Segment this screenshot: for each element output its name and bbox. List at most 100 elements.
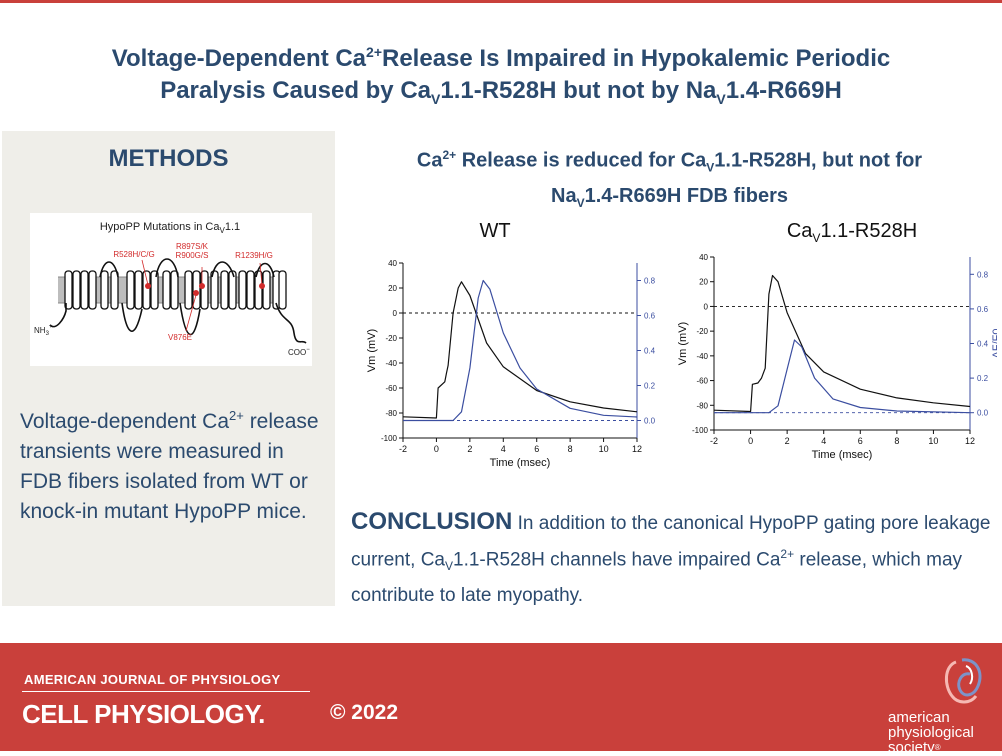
y-tick-label: -100 bbox=[692, 426, 709, 435]
journal-divider bbox=[22, 691, 310, 692]
x-tick-label: 12 bbox=[965, 436, 975, 446]
y2-tick-label: 0.6 bbox=[644, 312, 655, 321]
mutation-label-r528: R528H/C/G bbox=[113, 250, 154, 259]
helix-segment bbox=[150, 270, 159, 310]
conclusion-heading: CONCLUSION bbox=[351, 508, 513, 535]
cav11-mutation-schematic: HypoPP Mutations in CaV1.1 R528H/C/G R89… bbox=[30, 213, 312, 366]
y2-tick-label: 0.2 bbox=[644, 382, 655, 391]
y2-tick-label: 0.4 bbox=[977, 340, 989, 349]
n-terminus-label: NH3+ bbox=[34, 324, 53, 337]
helix-segment bbox=[72, 270, 81, 310]
y-tick-label: 40 bbox=[388, 259, 397, 268]
helix-segment bbox=[200, 270, 209, 310]
helix-segment bbox=[80, 270, 89, 310]
y-tick-label: -80 bbox=[696, 401, 708, 410]
helix-segment bbox=[162, 270, 171, 310]
y-tick-label: 40 bbox=[699, 253, 708, 262]
page-title: Voltage-Dependent Ca2+Release Is Impaire… bbox=[111, 44, 891, 107]
y-tick-label: 20 bbox=[699, 278, 708, 287]
y-tick-label: -20 bbox=[385, 334, 397, 343]
helix-segment bbox=[100, 270, 109, 310]
y2-tick-label: 0.6 bbox=[977, 305, 989, 314]
helix-segment bbox=[210, 270, 219, 310]
x-axis-label: Time (msec) bbox=[812, 449, 873, 461]
y-tick-label: -40 bbox=[385, 359, 397, 368]
conclusion-text: CONCLUSION In addition to the canonical … bbox=[351, 508, 991, 607]
y2-axis-label: ΔF/F0 bbox=[991, 329, 997, 359]
helix-segment bbox=[184, 270, 193, 310]
y2-tick-label: 0.8 bbox=[644, 277, 655, 286]
voltage-trace bbox=[402, 281, 638, 419]
methods-description: Voltage-dependent Ca2+ release transient… bbox=[20, 408, 319, 523]
top-accent-line bbox=[0, 0, 1002, 3]
helix-segment bbox=[64, 270, 73, 310]
mutation-label-r1239: R1239H/G bbox=[235, 251, 273, 260]
x-tick-label: 4 bbox=[821, 436, 826, 446]
x-tick-label: 2 bbox=[785, 436, 790, 446]
x-tick-label: 6 bbox=[858, 436, 863, 446]
methods-panel: METHODS HypoPP Mutations in CaV1.1 R528 bbox=[2, 131, 335, 606]
y2-tick-label: 0.8 bbox=[977, 270, 989, 279]
transmembrane-helices bbox=[64, 270, 287, 310]
schematic-title: HypoPP Mutations in CaV1.1 bbox=[100, 221, 240, 235]
y-axis-label: Vm (mV) bbox=[366, 329, 378, 372]
x-tick-label: 10 bbox=[599, 444, 609, 454]
y2-tick-label: 0.4 bbox=[644, 347, 655, 356]
helix-segment bbox=[220, 270, 229, 310]
y-tick-label: -20 bbox=[696, 327, 708, 336]
fluorescence-trace bbox=[403, 279, 638, 422]
footer-banner: AMERICAN JOURNAL OF PHYSIOLOGY CELL PHYS… bbox=[0, 643, 1002, 755]
mutation-site-r1239 bbox=[259, 283, 265, 289]
y2-tick-label: 0.0 bbox=[644, 417, 655, 426]
x-tick-label: -2 bbox=[399, 444, 407, 454]
mutation-label-v876: V876E bbox=[168, 333, 192, 342]
helix-segment bbox=[126, 270, 135, 310]
x-tick-label: 8 bbox=[568, 444, 573, 454]
x-tick-label: 4 bbox=[501, 444, 506, 454]
r528h-chart: CaV1.1-R528H-2 0 2 4 6 8 10 12-100-80-60-40-200… bbox=[677, 220, 997, 461]
x-tick-label: 12 bbox=[632, 444, 642, 454]
x-tick-label: 0 bbox=[434, 444, 439, 454]
y2-tick-label: 0.2 bbox=[977, 374, 989, 383]
x-tick-label: 10 bbox=[928, 436, 938, 446]
x-tick-label: 0 bbox=[748, 436, 753, 446]
y-tick-label: -60 bbox=[385, 384, 397, 393]
helix-segment bbox=[262, 270, 271, 310]
helix-segment bbox=[88, 270, 97, 310]
c-terminus-label: COO− bbox=[288, 347, 310, 357]
mutation-site-r528 bbox=[145, 283, 151, 289]
y-axis-label: Vm (mV) bbox=[677, 322, 689, 365]
mutation-site-r897 bbox=[199, 283, 205, 289]
copyright-text: © 2022 bbox=[330, 701, 399, 724]
helix-segment bbox=[110, 270, 119, 310]
helix-segment bbox=[134, 270, 143, 310]
x-axis-label: Time (msec) bbox=[490, 457, 551, 469]
results-heading: Ca2+ Release is reduced for CaV1.1-R528H… bbox=[416, 148, 923, 210]
x-tick-label: 6 bbox=[534, 444, 539, 454]
journal-name-small: AMERICAN JOURNAL OF PHYSIOLOGY bbox=[24, 672, 281, 687]
helix-segment bbox=[238, 270, 247, 310]
journal-name-large: CELL PHYSIOLOGY. bbox=[22, 699, 265, 729]
y-tick-label: -40 bbox=[696, 352, 708, 361]
helix-segment bbox=[246, 270, 255, 310]
results-panel: Ca2+ Release is reduced for CaV1.1-R528H… bbox=[337, 131, 1002, 606]
y-tick-label: -60 bbox=[696, 377, 708, 386]
x-tick-label: -2 bbox=[710, 436, 718, 446]
y2-tick-label: 0.0 bbox=[977, 409, 989, 418]
y-tick-label: 0 bbox=[393, 309, 398, 318]
mutation-label-r897: R897S/K bbox=[176, 242, 209, 251]
x-tick-label: 8 bbox=[894, 436, 899, 446]
helix-segment bbox=[142, 270, 151, 310]
mutation-site-v876 bbox=[193, 290, 199, 296]
helix-segment bbox=[170, 270, 179, 310]
voltage-trace bbox=[713, 274, 971, 413]
chart-title: WT bbox=[479, 220, 510, 242]
helix-segment bbox=[278, 270, 287, 310]
y-tick-label: 0 bbox=[704, 302, 709, 311]
x-tick-label: 2 bbox=[467, 444, 472, 454]
fluorescence-trace bbox=[714, 339, 971, 414]
chart-title: CaV1.1-R528H bbox=[787, 220, 917, 245]
aps-logo-icon bbox=[945, 658, 982, 704]
y-tick-label: -80 bbox=[385, 409, 397, 418]
methods-heading: METHODS bbox=[108, 145, 229, 172]
